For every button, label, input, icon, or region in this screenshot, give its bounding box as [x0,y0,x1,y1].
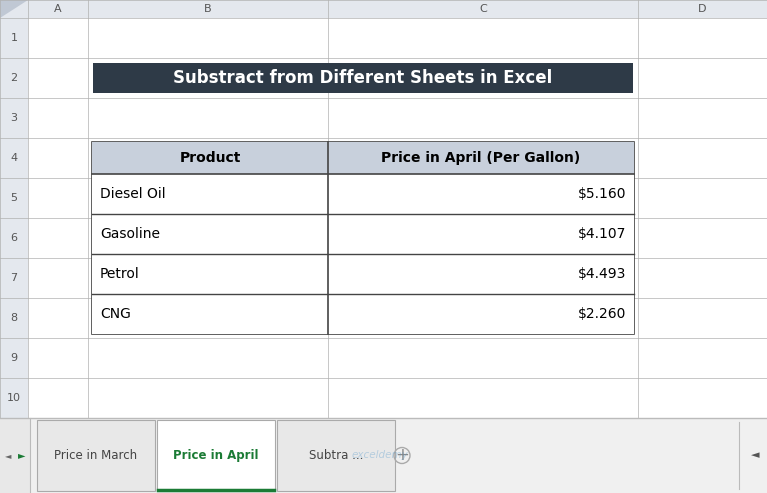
Text: +: + [395,447,409,464]
Bar [0,178,28,218]
Text: Diesel Oil: Diesel Oil [100,187,166,201]
Text: Product: Product [179,151,241,165]
Text: A: A [54,4,62,14]
Bar [0,258,28,298]
Bar [0,418,767,493]
Bar [92,174,634,214]
Text: Subtra ...: Subtra ... [309,449,364,462]
Bar [0,378,28,418]
Bar [0,298,28,338]
Bar [0,0,767,18]
Bar [92,294,634,334]
Bar [0,18,28,58]
Text: 2: 2 [11,73,18,83]
Text: B: B [204,4,212,14]
Text: ◄: ◄ [751,451,759,460]
Bar [0,418,30,493]
Bar [0,58,28,98]
Polygon shape [0,0,28,18]
Bar [0,98,28,138]
Bar [92,254,634,294]
Text: 6: 6 [11,233,18,243]
Text: Price in April (Per Gallon): Price in April (Per Gallon) [381,151,581,165]
Text: C: C [479,4,487,14]
Bar [92,142,634,334]
Text: ►: ► [18,451,26,460]
Text: $4.493: $4.493 [578,267,626,281]
Text: ◄: ◄ [5,451,12,460]
Bar [93,63,633,93]
Text: CNG: CNG [100,307,131,321]
Bar [0,138,28,178]
Text: exceldemy: exceldemy [351,451,408,460]
Text: $4.107: $4.107 [578,227,626,241]
Text: 5: 5 [11,193,18,203]
Text: D: D [698,4,706,14]
Text: $5.160: $5.160 [578,187,626,201]
Bar [277,420,395,491]
Text: Substract from Different Sheets in Excel: Substract from Different Sheets in Excel [173,69,553,87]
Text: 8: 8 [11,313,18,323]
Text: 10: 10 [7,393,21,403]
Text: Petrol: Petrol [100,267,140,281]
Bar [92,214,634,254]
Text: Gasoline: Gasoline [100,227,160,241]
Bar [92,142,634,174]
Text: 1: 1 [11,33,18,43]
Bar [0,218,28,258]
Bar [37,420,155,491]
Text: 4: 4 [11,153,18,163]
Bar [157,420,275,491]
Text: Price in March: Price in March [54,449,137,462]
Bar [0,338,28,378]
Text: $2.260: $2.260 [578,307,626,321]
Text: 3: 3 [11,113,18,123]
Text: 9: 9 [11,353,18,363]
Text: 7: 7 [11,273,18,283]
Text: Price in April: Price in April [173,449,258,462]
